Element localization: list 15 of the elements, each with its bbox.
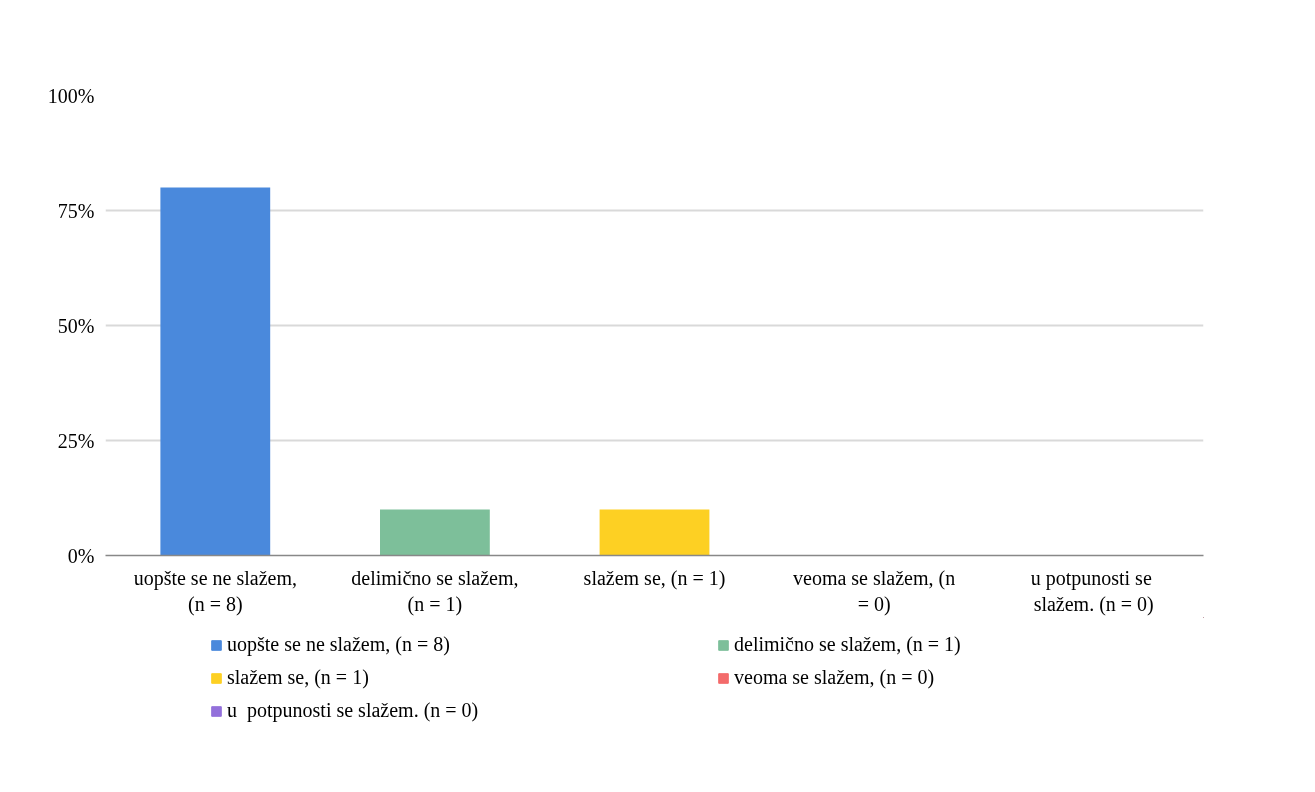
x-tick-label: delimično se slažem, (n = 1) <box>351 566 519 616</box>
legend-label: u potpunosti se slažem. (n = 0) <box>227 699 480 722</box>
y-tick-label: 25% <box>57 429 95 452</box>
y-tick-label: 75% <box>57 199 95 222</box>
legend-label: delimično se slažem, (n = 1) <box>734 633 962 656</box>
x-tick-label: veoma se slažem, (n = 0) <box>793 566 956 616</box>
y-tick-label: 100% <box>47 84 95 107</box>
y-tick-label: 0% <box>67 544 95 567</box>
x-tick-label: slažem se, (n = 1) <box>583 566 726 590</box>
x-tick-label: uopšte se ne slažem, (n = 8) <box>133 566 297 616</box>
y-tick-label: 50% <box>57 314 95 337</box>
legend-label: veoma se slažem, (n = 0) <box>734 666 936 689</box>
legend-label: uopšte se ne slažem, (n = 8) <box>227 633 451 656</box>
x-tick-label: u potpunosti se slažem. (n = 0) <box>1030 566 1154 616</box>
legend-label: slažem se, (n = 1) <box>227 666 370 689</box>
